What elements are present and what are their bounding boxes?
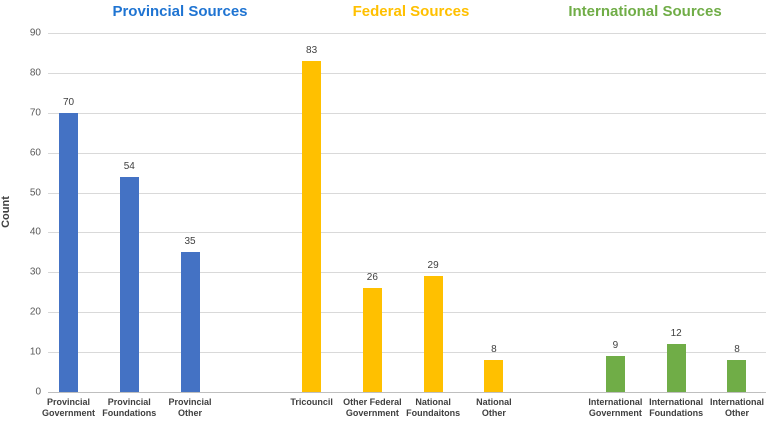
gridline <box>48 312 766 314</box>
category-label: International Foundations <box>649 397 704 418</box>
category-label: Provincial Government <box>41 397 95 418</box>
bar-international-foundations <box>666 344 686 392</box>
y-tick-20: 20 <box>29 306 41 318</box>
y-tick-40: 40 <box>29 226 41 238</box>
group-title-1: Provincial Sources <box>112 3 248 20</box>
gridline <box>48 192 766 194</box>
value-label: 12 <box>670 328 682 340</box>
value-label: 8 <box>491 344 497 356</box>
gridline <box>48 72 766 74</box>
gridline <box>48 352 766 354</box>
y-tick-70: 70 <box>29 107 41 119</box>
bar-provincial-other <box>180 252 200 392</box>
bar-tricouncil <box>302 60 322 392</box>
category-label: National Other <box>476 397 512 418</box>
bar-provincial-foundations <box>119 176 139 392</box>
group-title-3: International Sources <box>568 3 722 20</box>
group-title-2: Federal Sources <box>352 3 470 20</box>
value-label: 83 <box>306 44 318 56</box>
y-tick-80: 80 <box>29 67 41 79</box>
y-tick-0: 0 <box>35 386 41 398</box>
value-label: 35 <box>184 236 196 248</box>
gridline <box>48 33 766 34</box>
y-tick-50: 50 <box>29 187 41 199</box>
gridline <box>48 232 766 234</box>
x-axis-line <box>48 392 766 393</box>
gridline <box>48 272 766 274</box>
bar-international-other <box>727 360 747 392</box>
category-label: Provincial Other <box>168 397 212 418</box>
bar-other-federal-government <box>362 288 382 392</box>
category-label: Provincial Foundations <box>102 397 157 418</box>
y-tick-60: 60 <box>29 147 41 159</box>
gridline <box>48 152 766 154</box>
y-tick-30: 30 <box>29 266 41 278</box>
value-label: 29 <box>427 260 439 272</box>
bar-national-foundaitons <box>423 276 443 392</box>
gridline <box>48 112 766 114</box>
category-label: National Foundaitons <box>406 397 461 418</box>
category-label: International Other <box>709 397 764 418</box>
y-tick-10: 10 <box>29 346 41 358</box>
category-label: Tricouncil <box>290 397 333 407</box>
value-label: 9 <box>612 340 619 352</box>
value-label: 8 <box>734 344 740 356</box>
value-label: 54 <box>123 160 135 172</box>
bar-international-government <box>605 356 625 392</box>
bar-provincial-government <box>59 112 78 392</box>
value-label: 26 <box>366 272 378 284</box>
category-label: International Government <box>588 397 643 418</box>
bar-national-other <box>484 360 504 392</box>
category-label: Other Federal Government <box>343 397 402 418</box>
y-tick-90: 90 <box>29 27 41 39</box>
value-label: 70 <box>62 96 75 108</box>
